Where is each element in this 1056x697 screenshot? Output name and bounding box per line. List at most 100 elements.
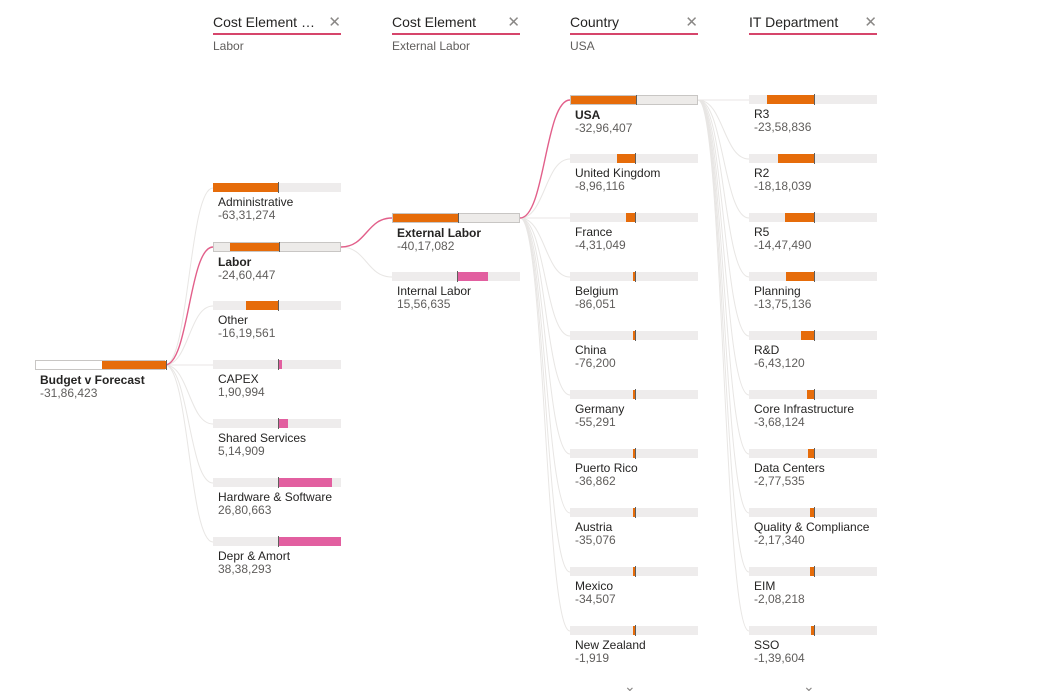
- tree-node[interactable]: External Labor -40,17,082: [392, 213, 522, 253]
- value-bar[interactable]: [749, 330, 877, 341]
- level-header-it-department[interactable]: IT Department ✕: [749, 14, 877, 39]
- value-bar[interactable]: [749, 271, 877, 282]
- close-icon[interactable]: ✕: [328, 14, 341, 31]
- level-header-country[interactable]: Country ✕ USA: [570, 14, 698, 53]
- node-value: 38,38,293: [218, 562, 272, 576]
- value-bar[interactable]: [213, 359, 341, 370]
- tree-node[interactable]: R2 -18,18,039: [749, 153, 879, 193]
- tree-node[interactable]: R5 -14,47,490: [749, 212, 879, 252]
- value-bar[interactable]: [213, 477, 341, 488]
- node-label: Internal Labor: [397, 284, 472, 298]
- zero-marker: [814, 625, 815, 636]
- value-bar[interactable]: [213, 418, 341, 429]
- tree-node[interactable]: Planning -13,75,136: [749, 271, 879, 311]
- value-bar[interactable]: [749, 389, 877, 400]
- tree-node[interactable]: Shared Services 5,14,909: [213, 418, 343, 458]
- value-bar[interactable]: [213, 300, 341, 311]
- zero-marker: [278, 359, 279, 370]
- value-bar-fill: [785, 213, 814, 222]
- tree-node[interactable]: New Zealand -1,919: [570, 625, 700, 665]
- tree-node[interactable]: Germany -55,291: [570, 389, 700, 429]
- tree-node[interactable]: China -76,200: [570, 330, 700, 370]
- tree-node[interactable]: USA -32,96,407: [570, 95, 700, 135]
- zero-marker: [814, 389, 815, 400]
- tree-node[interactable]: Data Centers -2,77,535: [749, 448, 879, 488]
- tree-node[interactable]: R3 -23,58,836: [749, 94, 879, 134]
- value-bar[interactable]: [570, 507, 698, 518]
- zero-marker: [635, 448, 636, 459]
- close-icon[interactable]: ✕: [685, 14, 698, 31]
- node-value: -32,96,407: [575, 121, 633, 135]
- node-label: Austria: [575, 520, 613, 534]
- link: [519, 217, 571, 337]
- zero-marker: [814, 271, 815, 282]
- close-icon[interactable]: ✕: [864, 14, 877, 31]
- node-value: -31,86,423: [40, 386, 98, 400]
- tree-node[interactable]: Labor -24,60,447: [213, 242, 343, 282]
- value-bar[interactable]: [749, 153, 877, 164]
- link: [697, 99, 750, 278]
- tree-node[interactable]: Quality & Compliance -2,17,340: [749, 507, 879, 547]
- link: [164, 364, 214, 484]
- tree-node[interactable]: SSO -1,39,604: [749, 625, 879, 665]
- value-bar[interactable]: [213, 182, 341, 193]
- value-bar[interactable]: [749, 94, 877, 105]
- tree-node[interactable]: Administrative -63,31,274: [213, 182, 343, 222]
- zero-marker: [278, 477, 279, 488]
- tree-node[interactable]: Mexico -34,507: [570, 566, 700, 606]
- value-bar[interactable]: [570, 271, 698, 282]
- close-icon[interactable]: ✕: [507, 14, 520, 31]
- value-bar[interactable]: [35, 360, 167, 370]
- value-bar[interactable]: [570, 95, 698, 105]
- value-bar[interactable]: [570, 566, 698, 577]
- value-bar[interactable]: [570, 212, 698, 223]
- value-bar[interactable]: [570, 448, 698, 459]
- node-label: R&D: [754, 343, 780, 357]
- level-header-cost-element-group[interactable]: Cost Element Gr... ✕ Labor: [213, 14, 341, 53]
- value-bar-fill: [766, 95, 814, 104]
- root-node[interactable]: Budget v Forecast -31,86,423: [35, 360, 167, 400]
- zero-marker: [635, 212, 636, 223]
- chevron-down-icon[interactable]: ⌄: [803, 678, 815, 694]
- tree-node[interactable]: Depr & Amort 38,38,293: [213, 536, 343, 576]
- value-bar[interactable]: [392, 213, 520, 223]
- tree-node[interactable]: Hardware & Software 26,80,663: [213, 477, 343, 517]
- node-label: R2: [754, 166, 770, 180]
- node-value: -35,076: [575, 533, 616, 547]
- tree-node[interactable]: France -4,31,049: [570, 212, 700, 252]
- node-value: 5,14,909: [218, 444, 265, 458]
- value-bar[interactable]: [570, 389, 698, 400]
- value-bar[interactable]: [570, 625, 698, 636]
- node-label: CAPEX: [218, 372, 259, 386]
- chevron-down-icon[interactable]: ⌄: [624, 678, 636, 694]
- node-value: -34,507: [575, 592, 616, 606]
- node-value: -40,17,082: [397, 239, 455, 253]
- tree-node[interactable]: R&D -6,43,120: [749, 330, 879, 370]
- value-bar[interactable]: [213, 536, 341, 547]
- value-bar[interactable]: [749, 566, 877, 577]
- level-header-cost-element[interactable]: Cost Element ✕ External Labor: [392, 14, 520, 53]
- value-bar[interactable]: [570, 153, 698, 164]
- tree-node[interactable]: Austria -35,076: [570, 507, 700, 547]
- tree-node[interactable]: Puerto Rico -36,862: [570, 448, 700, 488]
- value-bar[interactable]: [749, 507, 877, 518]
- tree-node[interactable]: Internal Labor 15,56,635: [392, 271, 522, 311]
- node-label: Mexico: [575, 579, 614, 593]
- zero-marker: [635, 389, 636, 400]
- node-label: EIM: [754, 579, 776, 593]
- tree-node[interactable]: Core Infrastructure -3,68,124: [749, 389, 879, 429]
- link: [697, 99, 750, 632]
- value-bar[interactable]: [749, 448, 877, 459]
- value-bar-fill: [806, 390, 814, 399]
- value-bar[interactable]: [570, 330, 698, 341]
- value-bar[interactable]: [749, 212, 877, 223]
- value-bar[interactable]: [213, 242, 341, 252]
- tree-node[interactable]: United Kingdom -8,96,116: [570, 153, 700, 193]
- link: [697, 99, 750, 160]
- tree-node[interactable]: Other -16,19,561: [213, 300, 343, 340]
- tree-node[interactable]: EIM -2,08,218: [749, 566, 879, 606]
- tree-node[interactable]: Belgium -86,051: [570, 271, 700, 311]
- value-bar[interactable]: [392, 271, 520, 282]
- value-bar[interactable]: [749, 625, 877, 636]
- tree-node[interactable]: CAPEX 1,90,994: [213, 359, 343, 399]
